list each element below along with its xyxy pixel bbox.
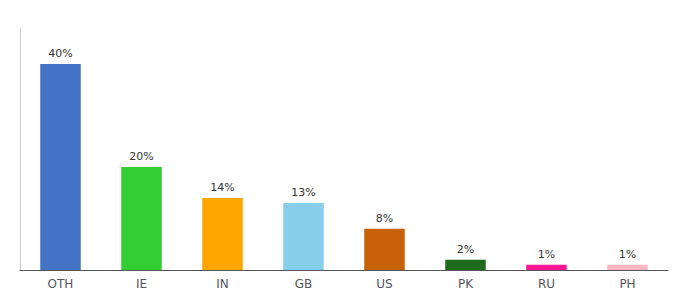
svg-text:PH: PH	[619, 277, 635, 291]
svg-text:1%: 1%	[538, 248, 555, 261]
svg-text:OTH: OTH	[48, 277, 74, 291]
svg-text:PK: PK	[458, 277, 474, 291]
svg-text:RU: RU	[538, 277, 555, 291]
svg-text:40%: 40%	[48, 47, 72, 60]
svg-text:GB: GB	[295, 277, 313, 291]
svg-text:IE: IE	[136, 277, 147, 291]
svg-text:20%: 20%	[129, 150, 153, 163]
svg-text:1%: 1%	[619, 248, 636, 261]
svg-text:13%: 13%	[291, 186, 315, 199]
svg-text:14%: 14%	[210, 181, 234, 194]
svg-text:8%: 8%	[376, 212, 393, 225]
svg-text:IN: IN	[216, 277, 229, 291]
svg-text:US: US	[376, 277, 392, 291]
svg-text:2%: 2%	[457, 243, 474, 256]
